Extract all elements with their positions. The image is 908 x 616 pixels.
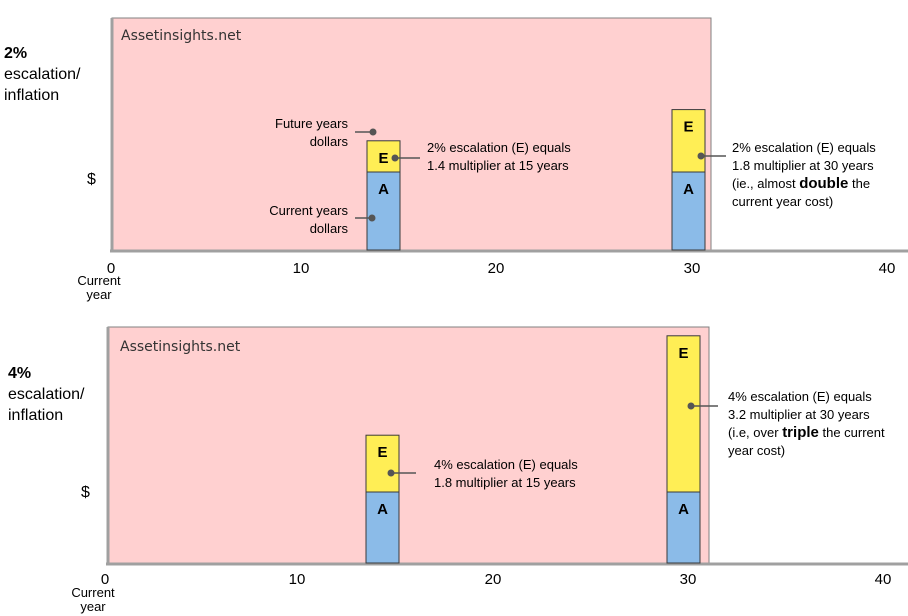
annotation-text: dollars bbox=[310, 134, 349, 149]
x-tick-label: 10 bbox=[289, 571, 306, 588]
x-origin-sublabel: Current bbox=[71, 585, 115, 600]
annotation-text: (i.e, over triple the current bbox=[728, 424, 885, 441]
x-tick-label: 30 bbox=[680, 571, 697, 588]
side-label-line: 4% bbox=[8, 365, 31, 382]
bar-current-dollars bbox=[671, 171, 706, 251]
bar-label-a: A bbox=[377, 501, 388, 518]
watermark-text: Assetinsights.net bbox=[120, 339, 241, 355]
x-tick-label: 30 bbox=[684, 260, 701, 277]
x-origin-sublabel: year bbox=[86, 287, 112, 302]
annotation-dot bbox=[369, 128, 377, 136]
annotation-text: 1.4 multiplier at 15 years bbox=[427, 158, 569, 173]
bar-label-e: E bbox=[683, 119, 693, 136]
annotation-text: 4% escalation (E) equals bbox=[434, 457, 578, 472]
x-tick-label: 20 bbox=[488, 260, 505, 277]
annotation-text: current year cost) bbox=[732, 194, 833, 209]
annotation-text: dollars bbox=[310, 221, 349, 236]
annotation-text: 3.2 multiplier at 30 years bbox=[728, 407, 870, 422]
plot-area bbox=[111, 17, 712, 251]
annotation-text: 1.8 multiplier at 30 years bbox=[732, 158, 874, 173]
bar-current-dollars bbox=[666, 491, 701, 564]
x-tick-label: 20 bbox=[485, 571, 502, 588]
bar-escalation bbox=[671, 109, 706, 173]
annotation-text: year cost) bbox=[728, 443, 785, 458]
bar-escalation bbox=[666, 335, 701, 493]
plot-area bbox=[107, 326, 710, 564]
annotation-dot bbox=[687, 402, 695, 410]
annotation-dot bbox=[697, 152, 705, 160]
side-label-line: escalation/ bbox=[4, 66, 81, 83]
annotation-dot bbox=[391, 154, 399, 162]
x-origin-sublabel: Current bbox=[77, 273, 121, 288]
watermark-text: Assetinsights.net bbox=[121, 28, 242, 44]
chart-panel-1: Assetinsights.net 2% escalation/inflation $… bbox=[4, 17, 908, 302]
x-origin-sublabel: year bbox=[80, 599, 106, 614]
x-tick-label: 10 bbox=[293, 260, 310, 277]
annotation-text: 2% escalation (E) equals bbox=[427, 140, 571, 155]
x-tick-label: 0 bbox=[107, 260, 115, 277]
annotation-text: Future years bbox=[275, 116, 348, 131]
bar-escalation bbox=[365, 434, 400, 493]
y-axis-label: $ bbox=[81, 484, 90, 501]
bar-label-e: E bbox=[378, 150, 388, 167]
bar-current-dollars bbox=[365, 491, 400, 564]
x-tick-label: 0 bbox=[101, 571, 109, 588]
annotation-text: 4% escalation (E) equals bbox=[728, 389, 872, 404]
annotation-text: (ie., almost double the bbox=[732, 175, 870, 192]
annotation-dot bbox=[387, 469, 395, 477]
annotation-text: Current years bbox=[269, 203, 348, 218]
side-label-line: inflation bbox=[4, 87, 59, 104]
bar-label-e: E bbox=[678, 345, 688, 362]
side-label-line: inflation bbox=[8, 407, 63, 424]
annotation-dot bbox=[368, 214, 376, 222]
x-tick-label: 40 bbox=[875, 571, 892, 588]
y-axis-label: $ bbox=[87, 171, 96, 188]
side-label-line: 2% bbox=[4, 45, 27, 62]
annotation-text: 2% escalation (E) equals bbox=[732, 140, 876, 155]
bar-label-e: E bbox=[377, 444, 387, 461]
annotation-text: 1.8 multiplier at 15 years bbox=[434, 475, 576, 490]
bar-label-a: A bbox=[678, 501, 689, 518]
chart-panel-2: Assetinsights.net 4% escalation/inflation $… bbox=[8, 326, 908, 614]
bar-label-a: A bbox=[378, 181, 389, 198]
x-tick-label: 40 bbox=[879, 260, 896, 277]
bar-current-dollars bbox=[366, 171, 401, 251]
side-label-line: escalation/ bbox=[8, 386, 85, 403]
bar-label-a: A bbox=[683, 181, 694, 198]
